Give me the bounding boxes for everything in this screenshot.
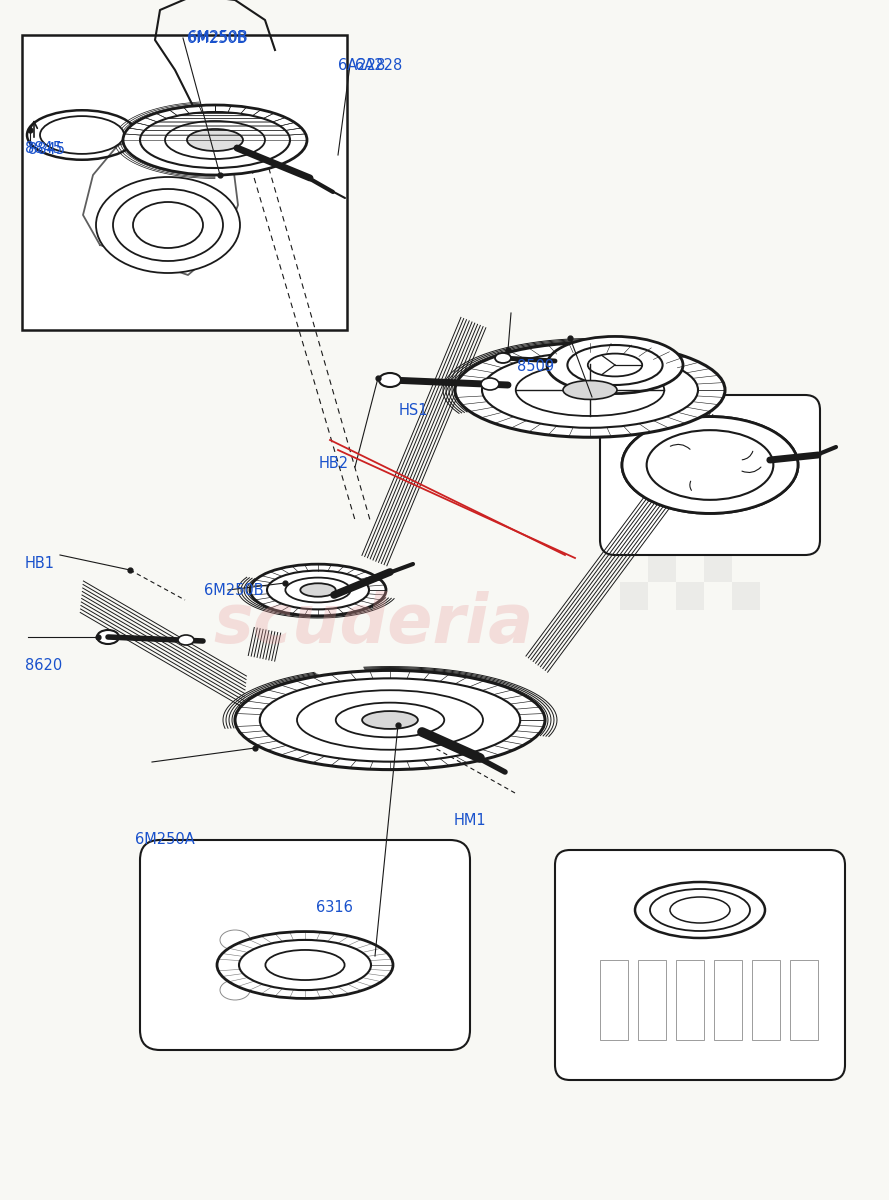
Ellipse shape — [285, 577, 350, 602]
Ellipse shape — [481, 378, 499, 390]
Ellipse shape — [187, 128, 243, 151]
Ellipse shape — [622, 416, 798, 514]
Text: 6A228: 6A228 — [338, 59, 385, 73]
Bar — [714, 960, 742, 1040]
Bar — [676, 470, 704, 498]
Bar — [752, 960, 780, 1040]
Text: 6M250A: 6M250A — [135, 833, 195, 847]
Ellipse shape — [362, 712, 418, 728]
Ellipse shape — [336, 703, 444, 737]
Ellipse shape — [516, 364, 664, 416]
Bar — [620, 582, 648, 610]
Bar — [790, 960, 818, 1040]
Text: 6316: 6316 — [316, 900, 352, 914]
Bar — [704, 554, 732, 582]
Ellipse shape — [217, 931, 393, 998]
Text: 6M250B: 6M250B — [187, 31, 246, 46]
Ellipse shape — [482, 353, 698, 428]
Text: 8509: 8509 — [517, 359, 555, 373]
Ellipse shape — [563, 380, 617, 400]
Ellipse shape — [673, 445, 747, 485]
Bar — [648, 498, 676, 526]
Ellipse shape — [379, 373, 401, 386]
Ellipse shape — [260, 678, 520, 762]
Text: 6A228: 6A228 — [355, 58, 402, 72]
Ellipse shape — [622, 416, 798, 514]
Bar — [600, 960, 628, 1040]
Ellipse shape — [547, 336, 683, 394]
Bar — [620, 526, 648, 554]
Ellipse shape — [267, 571, 369, 610]
Ellipse shape — [239, 940, 371, 990]
Ellipse shape — [588, 354, 642, 377]
Bar — [732, 470, 760, 498]
Ellipse shape — [266, 950, 345, 980]
Bar — [648, 554, 676, 582]
Ellipse shape — [178, 635, 194, 646]
Ellipse shape — [297, 690, 483, 750]
Bar — [676, 960, 704, 1040]
Text: HB2: HB2 — [318, 456, 348, 470]
Bar — [22, 35, 347, 330]
Bar — [704, 498, 732, 526]
Ellipse shape — [300, 583, 336, 596]
Ellipse shape — [670, 898, 730, 923]
Ellipse shape — [113, 188, 223, 260]
Ellipse shape — [133, 202, 203, 248]
Bar — [676, 526, 704, 554]
Bar — [638, 960, 666, 1040]
Text: 8620: 8620 — [25, 659, 62, 673]
Text: 8845: 8845 — [28, 143, 65, 157]
Ellipse shape — [97, 630, 119, 644]
Ellipse shape — [40, 116, 124, 154]
Text: HS1: HS1 — [398, 403, 428, 418]
Text: 8845: 8845 — [25, 142, 62, 156]
Ellipse shape — [140, 112, 290, 168]
Ellipse shape — [495, 353, 511, 362]
Ellipse shape — [250, 564, 386, 616]
FancyBboxPatch shape — [600, 395, 820, 554]
Ellipse shape — [455, 343, 725, 437]
Text: scuderia: scuderia — [213, 590, 533, 658]
Text: HB1: HB1 — [25, 557, 55, 571]
Bar — [620, 470, 648, 498]
Text: 6M250B: 6M250B — [188, 30, 248, 46]
Ellipse shape — [567, 346, 662, 385]
Ellipse shape — [635, 882, 765, 938]
Bar — [732, 526, 760, 554]
Ellipse shape — [235, 671, 545, 769]
Text: HM1: HM1 — [453, 814, 486, 828]
Bar — [676, 582, 704, 610]
FancyBboxPatch shape — [555, 850, 845, 1080]
Ellipse shape — [650, 889, 750, 931]
Ellipse shape — [646, 430, 773, 500]
Ellipse shape — [96, 176, 240, 272]
Ellipse shape — [165, 121, 265, 158]
Ellipse shape — [646, 430, 773, 500]
Ellipse shape — [123, 104, 307, 175]
Text: 6M250B: 6M250B — [204, 583, 264, 598]
FancyBboxPatch shape — [140, 840, 470, 1050]
Bar — [732, 582, 760, 610]
